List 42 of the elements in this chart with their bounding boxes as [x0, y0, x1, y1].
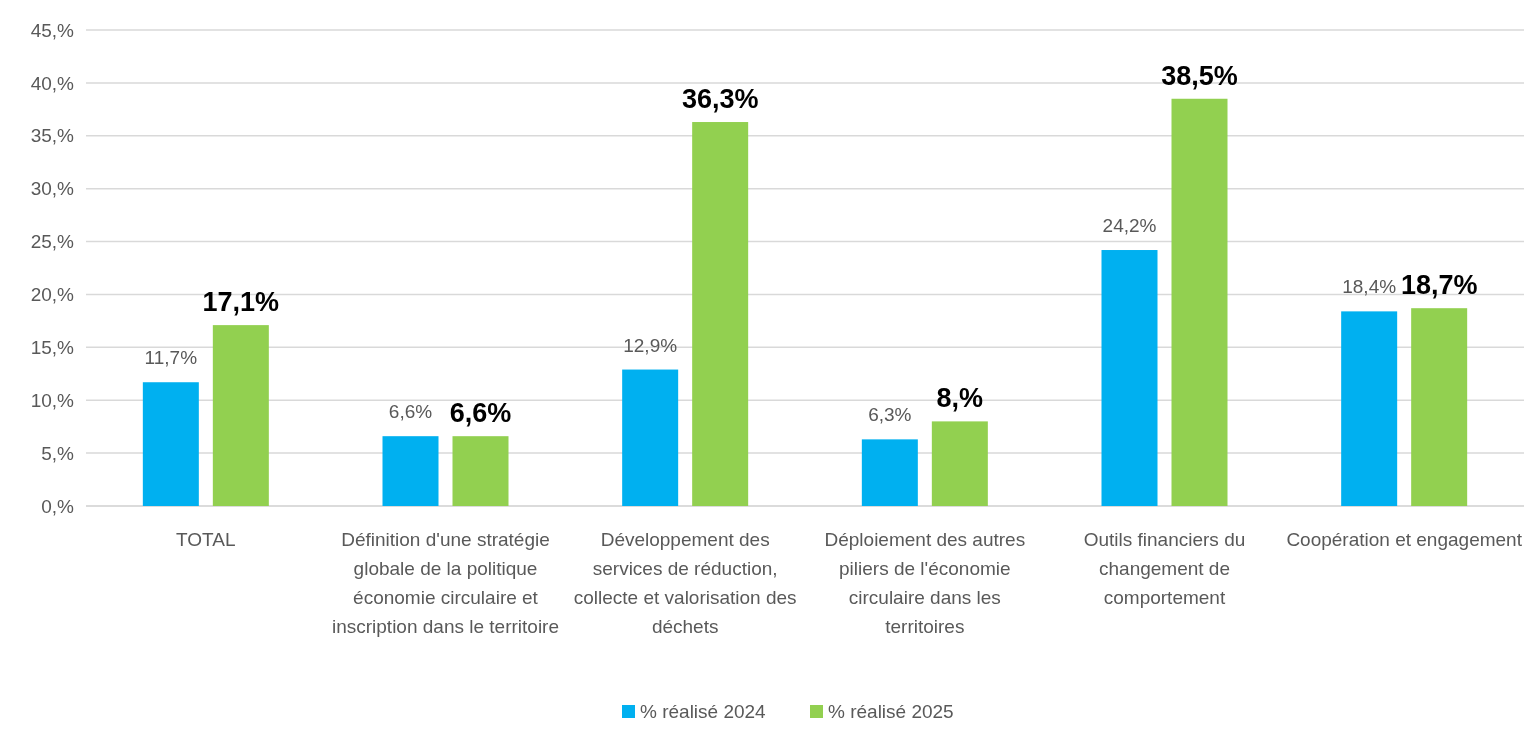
- data-label: 38,5%: [1161, 60, 1238, 91]
- y-tick-label: 0,%: [41, 495, 75, 517]
- y-tick-label: 15,%: [30, 336, 75, 358]
- y-tick-label: 25,%: [30, 231, 75, 253]
- data-label: 6,3%: [868, 404, 912, 426]
- data-label: 36,3%: [681, 84, 759, 115]
- x-tick-label: Outils financiers du changement de comportement: [1083, 529, 1246, 608]
- bar: [931, 421, 988, 506]
- y-tick-label: 20,%: [30, 284, 75, 306]
- y-tick-label: 40,%: [30, 72, 75, 94]
- x-tick-label: Développement des services de réduction, collecte et valorisation des déchets: [573, 529, 797, 637]
- x-tick-label: Définition d'une stratégie globale de la politique économie circulaire et inscription dans le territoire: [331, 529, 560, 637]
- y-tick-label: 35,%: [30, 125, 75, 147]
- bar: [452, 436, 509, 506]
- data-label: 24,2%: [1102, 215, 1157, 237]
- bar: [382, 436, 439, 506]
- legend-label: % réalisé 2024: [640, 701, 767, 722]
- bar: [1171, 98, 1228, 506]
- legend-label: % réalisé 2025: [828, 701, 954, 722]
- bar: [212, 325, 269, 506]
- data-label: 6,6%: [388, 401, 433, 423]
- data-label: 8,%: [936, 383, 984, 414]
- data-label: 18,7%: [1400, 270, 1478, 301]
- x-tick-label: TOTAL: [176, 529, 236, 550]
- bar: [1411, 308, 1468, 506]
- data-label: 11,7%: [144, 347, 198, 369]
- data-label: 12,9%: [623, 334, 678, 356]
- bar: [1341, 311, 1398, 506]
- data-label: 18,4%: [1342, 276, 1397, 298]
- bar: [1101, 250, 1158, 506]
- bar: [622, 369, 679, 506]
- bar: [692, 122, 749, 506]
- x-tick-label: Coopération et engagement: [1286, 529, 1523, 550]
- x-tick-label: Déploiement des autres piliers de l'économie circulaire dans les territoires: [824, 529, 1026, 637]
- data-label: 6,6%: [449, 398, 512, 429]
- bar: [142, 382, 199, 506]
- data-label: 17,1%: [202, 287, 280, 318]
- y-tick-label: 30,%: [30, 178, 75, 200]
- y-tick-label: 5,%: [41, 442, 75, 464]
- bar: [861, 439, 918, 506]
- y-tick-label: 45,%: [30, 19, 75, 41]
- y-tick-label: 10,%: [30, 389, 75, 411]
